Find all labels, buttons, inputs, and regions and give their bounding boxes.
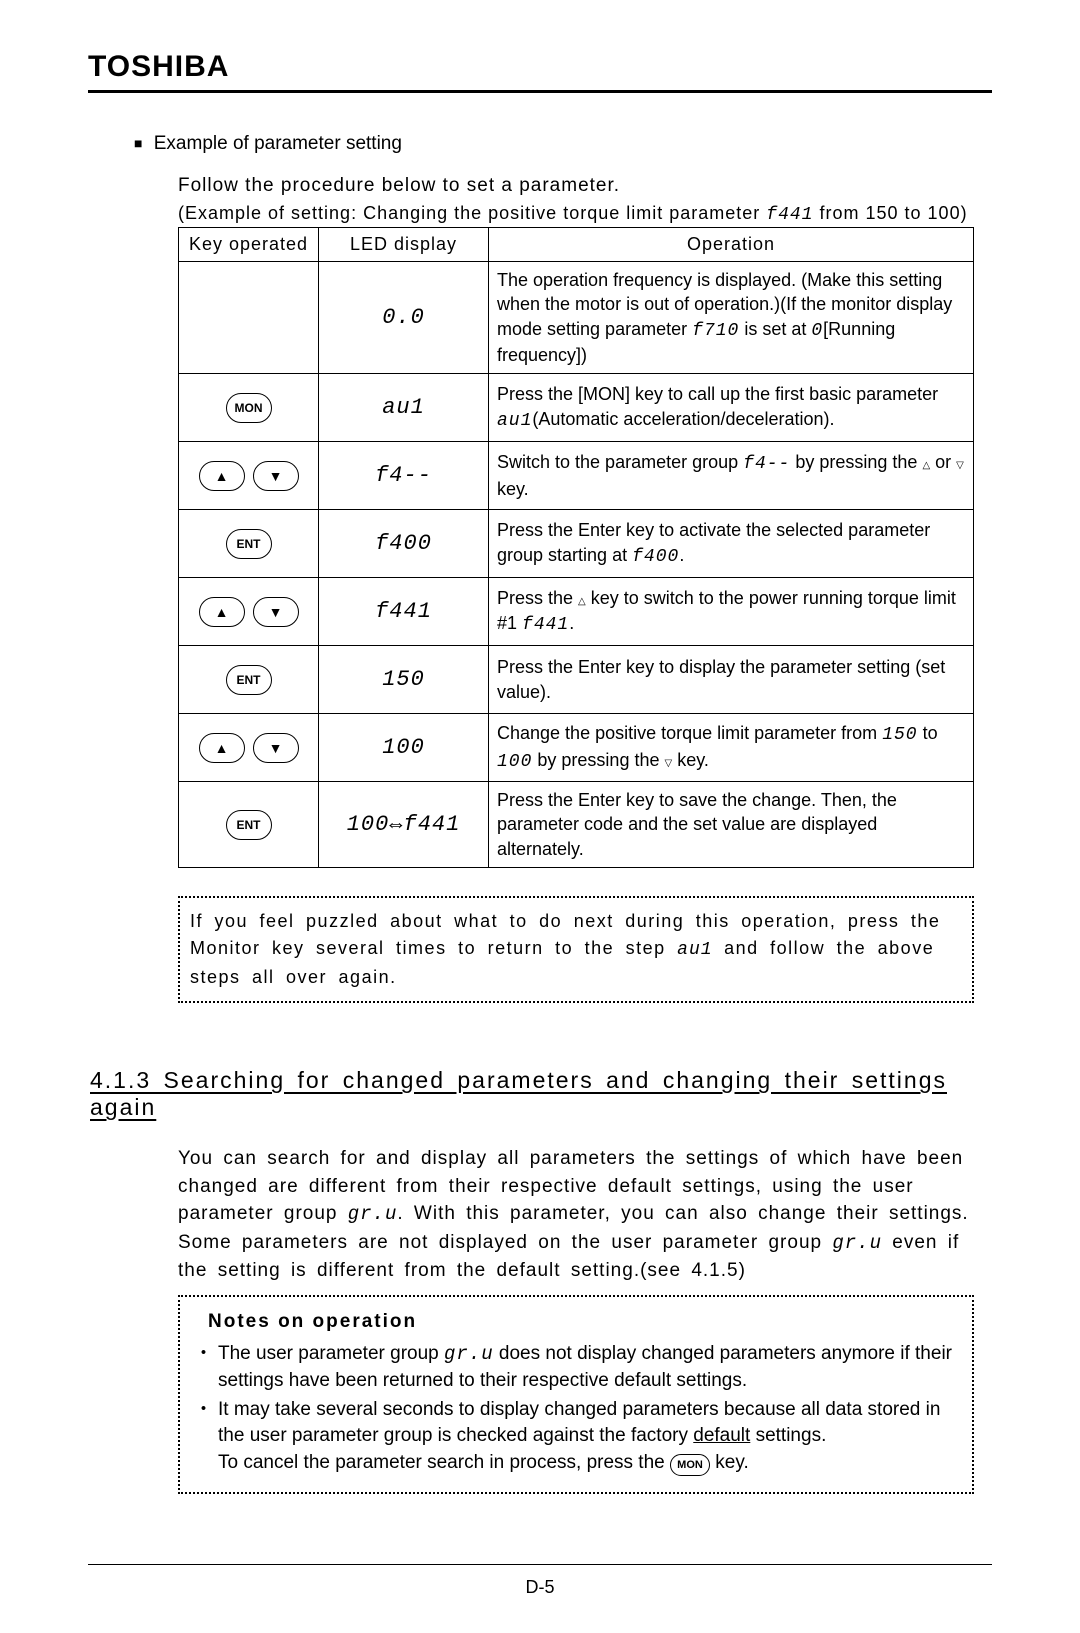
ent-key-icon: ENT [226, 810, 272, 840]
led-value: f400 [375, 531, 432, 556]
operation-cell: Press the Enter key to save the change. … [489, 782, 974, 868]
intro-line: Follow the procedure below to set a para… [178, 175, 992, 197]
led-value: 0.0 [382, 305, 425, 330]
seg-code: f400 [632, 547, 679, 567]
table-row: ▲▼f441Press the △ key to switch to the p… [179, 578, 974, 646]
seg-code: gr.u [348, 1203, 398, 1225]
ent-key-icon: ENT [226, 529, 272, 559]
seg-code: f710 [692, 321, 739, 341]
operation-cell: Press the [MON] key to call up the first… [489, 374, 974, 442]
up-key-icon: ▲ [199, 461, 245, 491]
th-key: Key operated [179, 228, 319, 262]
table-row: ▲▼f4--Switch to the parameter group f4--… [179, 442, 974, 510]
key-cell: ENT [179, 782, 319, 868]
operation-cell: Press the △ key to switch to the power r… [489, 578, 974, 646]
operation-cell: Press the Enter key to display the param… [489, 646, 974, 714]
key-cell: ENT [179, 510, 319, 578]
seg-code: f441 [522, 615, 569, 635]
key-cell: ▲▼ [179, 442, 319, 510]
section-title: ■ Example of parameter setting [134, 133, 992, 155]
intro-caption-code: f441 [766, 205, 813, 225]
notes-bullet: The user parameter group gr.u does not d… [214, 1341, 956, 1394]
triangle-icon: △ [922, 460, 930, 471]
mon-key-icon: MON [670, 1454, 710, 1476]
subsection-heading: 4.1.3 Searching for changed parameters a… [90, 1067, 992, 1121]
table-row: MONau1Press the [MON] key to call up the… [179, 374, 974, 442]
down-key-icon: ▼ [253, 461, 299, 491]
square-icon: ■ [134, 135, 142, 151]
table-row: ENT 150 Press the Enter key to display the… [179, 646, 974, 714]
notes-box: Notes on operation The user parameter gr… [178, 1295, 974, 1495]
seg-code: 100 [497, 752, 532, 772]
led-value: 100 [382, 735, 425, 760]
led-cell: 0.0 [319, 262, 489, 374]
led-value: f4-- [375, 463, 432, 488]
triangle-icon: ▽ [664, 758, 672, 769]
th-op: Operation [489, 228, 974, 262]
ent-key-icon: ENT [226, 665, 272, 695]
table-row: 0.0 The operation frequency is displayed.… [179, 262, 974, 374]
seg-code: f4-- [743, 454, 790, 474]
key-cell: MON [179, 374, 319, 442]
led-value: 150 [382, 667, 425, 692]
operation-cell: Change the positive torque limit paramet… [489, 714, 974, 782]
led-value: f441 [375, 599, 432, 624]
notes-bullet: It may take several seconds to display c… [214, 1397, 956, 1477]
seg-code: 0 [811, 321, 823, 341]
seg-code: gr.u [444, 1343, 494, 1365]
led-cell: 100 [319, 714, 489, 782]
seg-code: au1 [677, 940, 712, 960]
intro-caption: (Example of setting: Changing the positi… [178, 203, 992, 225]
intro-caption-suffix: from 150 to 100) [820, 203, 968, 223]
up-key-icon: ▲ [199, 597, 245, 627]
triangle-icon: ▽ [956, 460, 964, 471]
table-header-row: Key operated LED display Operation [179, 228, 974, 262]
underlined-text: default [693, 1425, 750, 1446]
table-row: ENT 100⇔f441 Press the Enter key to save t… [179, 782, 974, 868]
bottom-divider [88, 1564, 992, 1565]
th-led: LED display [319, 228, 489, 262]
table-row: ▲▼100Change the positive torque limit pa… [179, 714, 974, 782]
key-cell [179, 262, 319, 374]
led-cell: 150 [319, 646, 489, 714]
up-key-icon: ▲ [199, 733, 245, 763]
section-title-text: Example of parameter setting [154, 133, 402, 154]
led-cell: au1 [319, 374, 489, 442]
key-cell: ▲▼ [179, 578, 319, 646]
procedure-table: Key operated LED display Operation 0.0 Th… [178, 227, 974, 868]
led-cell: 100⇔f441 [319, 782, 489, 868]
hint-box: If you feel puzzled about what to do nex… [178, 896, 974, 1003]
led-value: 100⇔f441 [347, 812, 461, 837]
led-cell: f4-- [319, 442, 489, 510]
intro-caption-prefix: (Example of setting: Changing the positi… [178, 203, 766, 223]
notes-title: Notes on operation [208, 1309, 956, 1336]
brand-logo: TOSHIBA [88, 50, 992, 84]
intro-block: Follow the procedure below to set a para… [178, 175, 992, 225]
key-cell: ENT [179, 646, 319, 714]
down-key-icon: ▼ [253, 597, 299, 627]
seg-code: 150 [882, 725, 917, 745]
mon-key-icon: MON [226, 393, 272, 423]
top-divider [88, 90, 992, 93]
operation-cell: Switch to the parameter group f4-- by pr… [489, 442, 974, 510]
seg-code: gr.u [832, 1232, 882, 1254]
key-cell: ▲▼ [179, 714, 319, 782]
down-key-icon: ▼ [253, 733, 299, 763]
table-row: ENTf400Press the Enter key to activate t… [179, 510, 974, 578]
led-cell: f400 [319, 510, 489, 578]
triangle-icon: △ [578, 596, 586, 607]
operation-cell: The operation frequency is displayed. (M… [489, 262, 974, 374]
led-cell: f441 [319, 578, 489, 646]
seg-code: au1 [497, 411, 532, 431]
subsection-body: You can search for and display all param… [178, 1145, 992, 1285]
page: TOSHIBA ■ Example of parameter setting F… [0, 0, 1080, 1633]
led-value: au1 [382, 395, 425, 420]
page-number: D-5 [88, 1577, 992, 1598]
operation-cell: Press the Enter key to activate the sele… [489, 510, 974, 578]
